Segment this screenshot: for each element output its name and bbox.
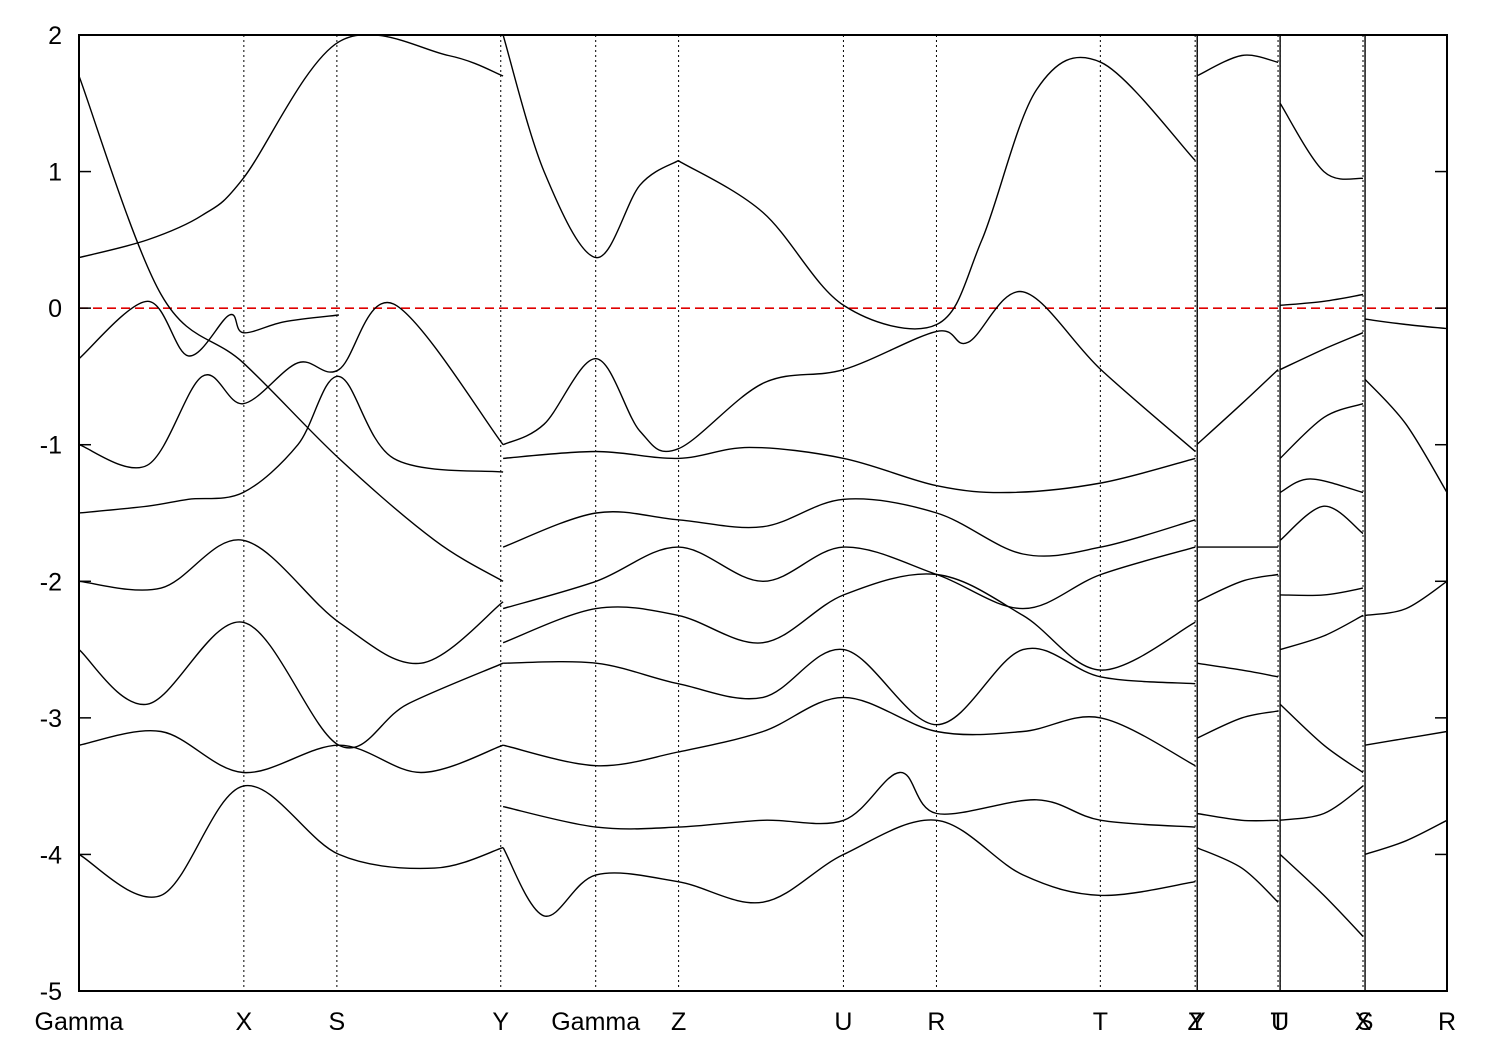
band-line [79,301,504,469]
band-line [1196,812,1279,822]
band-line [503,647,1196,726]
x-tick-label: T [1093,1008,1108,1036]
band-line [79,35,504,259]
band-line [1364,730,1447,746]
band-line [502,546,1196,610]
y-tick-label: 0 [48,295,62,323]
band-line [79,75,504,582]
x-tick-label: U [1271,1008,1289,1036]
x-tick-label: Z [1188,1008,1203,1036]
band-line [79,621,504,749]
band-line [1279,102,1364,180]
band-line [503,446,1196,494]
y-tick-label: -1 [40,432,62,460]
band-line [1364,580,1447,617]
y-axis: 2 1 0 -1 -2 -3 -4 -5 [40,22,1447,1006]
band-line [502,573,1196,671]
x-tick-label: Y [492,1008,509,1036]
x-tick-label: Y [1189,1008,1206,1036]
band-line [1364,318,1447,330]
band-line [1364,378,1447,493]
band-line [502,498,1196,557]
band-line [1196,710,1279,739]
band-line [1279,332,1364,371]
band-line [502,696,1196,767]
band-line [1364,819,1447,856]
band-line [502,819,1196,917]
band-line [1196,662,1279,678]
band-line [1196,369,1279,446]
plot-frame [78,34,1448,992]
x-tick-label: T [1270,1008,1285,1036]
x-tick-label: R [1438,1008,1456,1036]
band-line [677,56,1196,330]
y-tick-label: -4 [40,841,62,869]
band-line [1279,478,1364,494]
band-line [79,300,339,360]
band-line [1196,573,1279,603]
y-tick-label: 2 [48,22,62,50]
band-line [79,730,504,774]
y-tick-label: -3 [40,705,62,733]
x-tick-label: X [1355,1008,1372,1036]
y-tick-label: -2 [40,568,62,596]
band-line [1279,703,1364,774]
y-tick-label: 1 [48,159,62,187]
x-tick-label: Gamma [551,1008,640,1036]
x-tick-label: U [834,1008,852,1036]
x-tick-label: S [1357,1008,1374,1036]
band-lines [79,35,1447,991]
x-tick-label: R [927,1008,945,1036]
band-line [1280,587,1364,597]
band-line [1279,853,1364,937]
band-line [502,35,679,259]
band-line [1280,293,1364,307]
band-line [1196,846,1279,903]
x-tick-label: Z [671,1008,686,1036]
band-line [79,375,504,514]
band-line [502,291,1196,453]
band-line [1279,785,1364,821]
x-tick-label: S [329,1008,346,1036]
band-line [502,771,1196,830]
y-tick-label: -5 [40,978,62,1006]
x-axis: Gamma X S Y Gamma Z U R T ZY TU XS R [35,1008,1456,1036]
band-line [1196,54,1279,77]
band-line [1279,614,1364,651]
x-tick-label: Gamma [35,1008,124,1036]
band-line [1279,505,1364,541]
band-line [1279,403,1364,459]
band-line [79,785,504,898]
band-line [79,539,504,665]
x-tick-label: X [236,1008,253,1036]
